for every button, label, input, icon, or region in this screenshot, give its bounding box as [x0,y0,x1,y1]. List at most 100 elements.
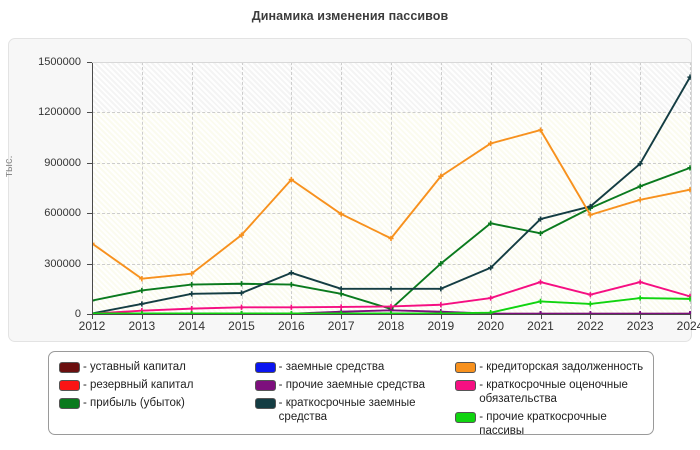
x-tick-mark [391,314,392,319]
legend-label: - резервный капитал [83,379,194,391]
data-point-marker [587,203,593,210]
legend-label: - заемные средства [278,361,385,373]
legend-pribyl-ubytok[interactable]: - прибыль (убыток) [59,396,255,410]
plot-border-right [691,62,692,314]
x-tick-label: 2023 [626,319,654,333]
data-point-marker [92,310,95,314]
data-point-marker [488,310,494,314]
x-tick-label: 2019 [427,319,455,333]
x-tick-mark [440,314,442,319]
legend-column: - уставный капитал - резервный капитал - п… [59,360,255,438]
legend-color-swatch [59,362,80,373]
x-tick-label: 2015 [228,319,255,333]
legend-rezervnyy-kapital[interactable]: - резервный капитал [59,378,255,392]
y-tick-mark [87,112,92,114]
data-point-marker [288,282,294,288]
series-прочие-краткосрочные-пассивы [92,295,691,314]
y-tick-mark [87,263,92,265]
data-point-marker [92,297,95,304]
data-point-marker [338,286,344,292]
data-point-marker [687,311,691,314]
legend-kreditorskaya-zadolzhennost[interactable]: - кредиторская задолженность [455,360,647,374]
x-tick-label: 2016 [277,319,305,333]
data-point-marker [687,165,691,171]
legend-label: - кредиторская задолженность [479,361,644,373]
data-point-marker [687,74,691,80]
x-tick-mark [590,314,592,319]
data-point-marker [637,279,643,285]
x-tick-mark [690,314,691,319]
y-tick-mark [87,62,92,63]
x-tick-mark [241,314,243,319]
x-tick-label: 2021 [527,319,554,333]
data-point-marker [139,301,145,307]
y-tick-label: 300000 [44,257,81,270]
x-tick-label: 2022 [576,319,604,333]
plot-area [92,62,691,314]
data-point-marker [139,276,145,282]
data-point-marker [189,310,195,314]
data-point-marker [238,304,245,310]
legend-kratkosrochnye-zaemnye-sredstva[interactable]: - краткосрочные заемные средства [254,396,456,424]
data-point-marker [537,279,544,285]
legend-color-swatch [254,380,276,391]
series-краткосрочные-заемные-средства [92,74,691,314]
legend-label: - краткосрочные заемные средства [278,397,416,423]
data-point-marker [338,211,344,217]
legend-ustavnyy-kapital[interactable]: - уставный капитал [59,360,255,374]
data-point-marker [587,301,593,307]
series-line [92,76,691,314]
legend-color-swatch [254,362,276,373]
data-point-marker [288,270,294,276]
x-tick-mark [291,314,293,319]
data-point-marker [338,310,344,314]
legend-color-swatch [455,380,477,391]
legend-column: - заемные средства - прочие заемные средс… [254,360,456,438]
legend-label: - прочие заемные средства [278,379,426,391]
x-tick-label: 2024 [676,319,700,333]
legend-zaemnye-sredstva[interactable]: - заемные средства [254,360,456,374]
data-point-marker [388,303,394,310]
data-point-marker [637,311,643,314]
data-point-marker [488,140,494,147]
data-point-marker [238,281,245,287]
legend-prochie-kratkosrochnye-passivy[interactable]: - прочие краткосрочные пассивы [455,410,647,438]
data-point-marker [288,177,294,183]
data-point-marker [438,261,444,267]
x-tick-mark [92,314,93,319]
data-point-marker [189,271,195,277]
data-point-marker [537,298,544,304]
data-point-marker [388,235,394,241]
data-point-marker [338,304,344,310]
y-tick-mark [87,314,92,315]
data-point-marker [438,310,444,314]
legend-prochie-zaemnye-sredstva[interactable]: - прочие заемные средства [254,378,456,392]
x-tick-mark [490,314,492,319]
data-point-marker [388,310,394,314]
gridline-vertical [490,62,492,314]
data-point-marker [488,295,494,301]
gridline-vertical [341,62,343,314]
x-tick-mark [341,314,343,319]
data-point-marker [238,232,245,238]
legend-kratkosrochnye-ocenochnye-obyazatelstva[interactable]: - краткосрочные оценочные обязательства [455,378,647,406]
y-tick-label: 900000 [44,156,81,169]
data-point-marker [189,306,195,312]
data-point-marker [438,173,444,179]
series-lines [92,74,691,314]
x-tick-mark [540,314,542,319]
legend-color-swatch [254,398,276,409]
legend-label: - прибыль (убыток) [83,397,185,409]
data-point-marker [537,230,544,236]
gridline-vertical [440,62,442,314]
data-point-marker [587,212,593,218]
data-point-marker [537,216,544,222]
data-point-marker [288,304,294,310]
data-point-marker [537,311,544,314]
x-tick-label: 2014 [178,319,206,333]
data-point-marker [687,187,691,193]
legend-color-swatch [59,398,80,409]
data-point-marker [338,291,344,297]
data-point-marker [637,197,643,203]
